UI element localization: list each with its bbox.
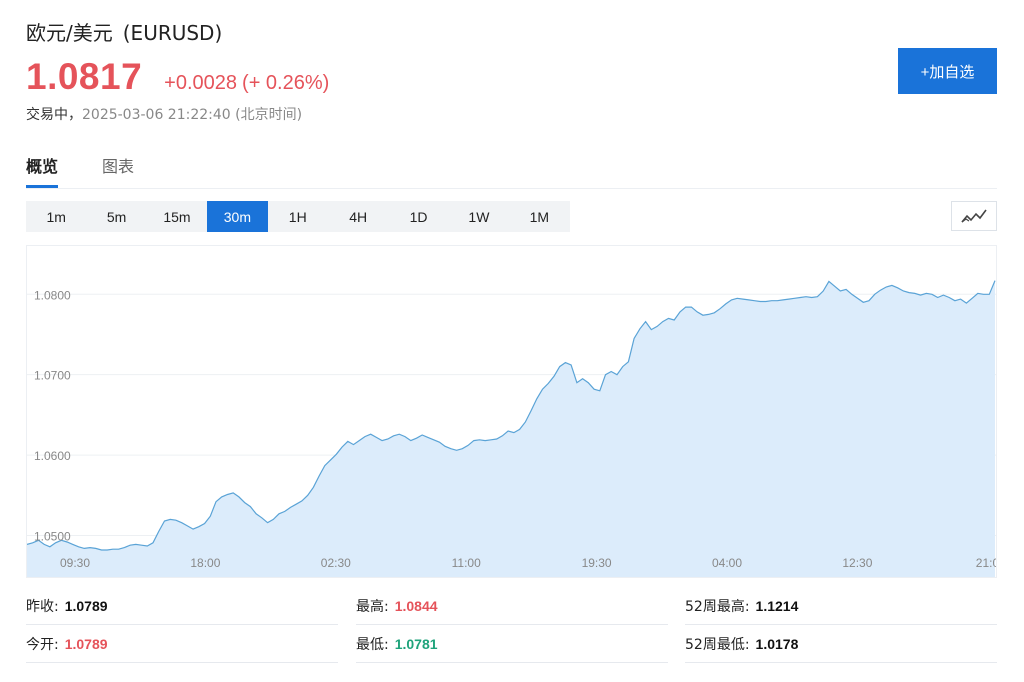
tab-overview[interactable]: 概览 [26,150,59,188]
stat-label: 最低: [356,637,389,653]
interval-1d[interactable]: 1D [409,208,428,225]
stat-52w-low: 52周最低: 1.0178 [685,626,997,663]
instrument-symbol: (EURUSD) [122,21,223,45]
instrument-name: 欧元/美元 [26,21,113,45]
interval-4h[interactable]: 4H [349,208,368,225]
stat-value: 1.0844 [394,598,438,614]
stat-label: 52周最低: [685,637,750,653]
interval-1mo[interactable]: 1M [529,208,550,225]
tab-bar: 概览 图表 [26,150,178,188]
add-watchlist-button[interactable]: +加自选 [898,48,997,94]
stat-high: 最高: 1.0844 [356,588,668,625]
x-tick-label: 09:30 [60,556,90,570]
price-line [27,280,996,551]
interval-1h[interactable]: 1H [288,208,307,225]
price-area [27,280,995,577]
stat-52w-high: 52周最高: 1.1214 [685,588,997,625]
price-chart[interactable]: 1.0500 1.0600 1.0700 1.0800 09:30 18:00 02:30 1… [26,245,997,578]
stat-label: 昨收: [26,599,59,615]
tab-chart[interactable]: 图表 [102,157,135,176]
x-tick-label: 04:00 [712,556,742,570]
x-tick-label: 11:00 [452,556,481,570]
interval-30m[interactable]: 30m [207,201,268,232]
stat-label: 52周最高: [685,599,750,615]
x-tick-label: 19:30 [582,556,612,570]
x-tick-label: 18:00 [190,556,220,570]
x-tick-label: 21:0 [976,556,996,570]
interval-1m[interactable]: 1m [46,208,66,225]
chart-svg: 1.0500 1.0600 1.0700 1.0800 09:30 18:00 02:30 1… [27,280,996,577]
stat-value: 1.0781 [394,636,438,652]
stat-low: 最低: 1.0781 [356,626,668,663]
y-tick-label: 1.0600 [34,449,71,463]
y-tick-label: 1.0800 [34,288,71,302]
x-tick-label: 12:30 [842,556,872,570]
y-tick-label: 1.0500 [34,530,71,544]
instrument-title: 欧元/美元 (EURUSD) [26,17,222,46]
x-tick-label: 02:30 [321,556,351,570]
chart-type-button[interactable] [951,201,997,231]
interval-5m[interactable]: 5m [106,208,127,225]
interval-15m[interactable]: 15m [163,208,191,225]
stat-open: 今开: 1.0789 [26,626,338,663]
stat-prev-close: 昨收: 1.0789 [26,588,338,625]
stat-value: 1.1214 [755,598,799,614]
stat-value: 1.0789 [64,636,108,652]
tabs-divider [26,188,997,189]
price-change: +0.0028 [164,72,238,94]
y-tick-label: 1.0700 [34,369,71,383]
interval-1w[interactable]: 1W [468,208,490,225]
stat-label: 今开: [26,637,59,653]
trading-status: 交易中，2025-03-06 21:22:40 (北京时间) [26,104,302,124]
stat-label: 最高: [356,599,389,615]
stat-value: 1.0789 [64,598,108,614]
line-chart-icon [961,209,987,223]
stat-value: 1.0178 [755,636,799,652]
last-price: 1.0817 [26,56,143,97]
interval-selector: 1m 5m 15m 30m 1H 4H 1D 1W 1M [26,201,570,232]
price-change-percent: (+ 0.26%) [242,72,330,94]
price-row: 1.0817 +0.0028 (+ 0.26%) [26,56,329,98]
timestamp: 2025-03-06 21:22:40 (北京时间) [82,107,303,123]
status-label: 交易中， [26,107,82,123]
